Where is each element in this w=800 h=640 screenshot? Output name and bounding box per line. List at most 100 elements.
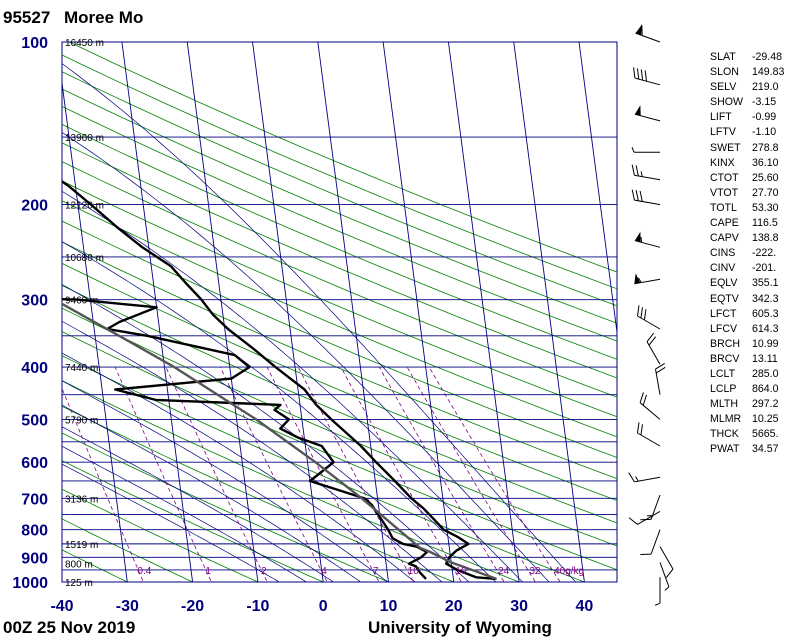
index-value: -201. xyxy=(752,262,777,275)
index-row: KINX 36.10 xyxy=(710,156,794,171)
wind-barb xyxy=(631,164,661,181)
index-row: MLTH 297.2 xyxy=(710,397,794,412)
barb-full xyxy=(631,164,635,176)
index-row: CAPE 116.5 xyxy=(710,216,794,231)
barb-shaft xyxy=(634,199,661,206)
index-key: SHOW xyxy=(710,96,743,109)
barb-full xyxy=(636,68,640,80)
temperature-tick: -20 xyxy=(181,598,204,615)
barb-shaft xyxy=(634,77,661,86)
mixing-ratio-label: 0.4 xyxy=(137,566,151,577)
index-row: CINS -222. xyxy=(710,246,794,261)
mixing-ratio-label: 24 xyxy=(498,566,510,577)
pressure-tick: 300 xyxy=(21,293,48,310)
index-row: PWAT 34.57 xyxy=(710,442,794,457)
height-label: 1519 m xyxy=(65,540,98,551)
index-value: 10.25 xyxy=(752,413,779,426)
dry-adiabat xyxy=(69,42,617,273)
index-row: BRCV 13.11 xyxy=(710,352,794,367)
index-key: LFCV xyxy=(710,322,738,335)
index-key: EQLV xyxy=(710,277,738,290)
isotherms xyxy=(62,42,617,582)
index-row: CAPV 138.8 xyxy=(710,231,794,246)
index-row: VTOT 27.70 xyxy=(710,186,794,201)
barb-flag xyxy=(635,24,642,36)
index-row: LFCV 614.3 xyxy=(710,322,794,337)
wind-barb xyxy=(634,105,661,122)
wind-barb xyxy=(659,546,674,578)
dry-adiabat xyxy=(62,54,617,290)
dry-adiabat xyxy=(62,405,455,582)
index-row: EQLV 355.1 xyxy=(710,276,794,291)
index-value: 53.30 xyxy=(752,201,779,214)
mixing-ratio-line xyxy=(428,366,561,582)
barb-full xyxy=(655,366,666,374)
barb-full xyxy=(641,24,643,36)
mixing-ratio-line xyxy=(62,387,144,582)
isotherm xyxy=(578,42,617,336)
mixing-ratio-label: 10 xyxy=(408,566,420,577)
station-id: 95527 xyxy=(3,8,50,27)
height-label: 16450 m xyxy=(65,38,104,49)
mixing-ratio-line xyxy=(378,366,505,582)
barb-shaft xyxy=(646,341,661,365)
index-key: PWAT xyxy=(710,443,740,456)
wind-barb xyxy=(634,231,661,248)
index-row: LFCT 605.3 xyxy=(710,307,794,322)
wind-barb xyxy=(646,332,661,365)
pressure-tick: 500 xyxy=(21,412,48,429)
temperature-tick: 40 xyxy=(576,598,594,615)
barb-full xyxy=(642,394,647,406)
index-key: SLON xyxy=(710,66,739,79)
barb-full xyxy=(635,190,639,201)
pressure-tick: 700 xyxy=(21,491,48,508)
wind-barb xyxy=(640,494,661,521)
barb-full xyxy=(640,553,652,555)
barb-shaft xyxy=(634,113,661,122)
footer-source: University of Wyoming xyxy=(368,618,552,637)
mixing-ratio-line xyxy=(266,366,380,582)
pressure-tick: 200 xyxy=(21,198,48,215)
index-value: -1.10 xyxy=(752,126,777,139)
wind-barb xyxy=(628,510,661,525)
barb-shaft xyxy=(634,174,661,181)
barb-full xyxy=(639,190,643,202)
isobars xyxy=(62,41,617,583)
sounding-line xyxy=(62,302,497,581)
index-value: 10.99 xyxy=(752,337,779,350)
isotherm xyxy=(513,42,585,582)
index-row: SELV 219.0 xyxy=(710,80,794,95)
dry-adiabat xyxy=(62,105,617,342)
wind-barb xyxy=(659,562,670,591)
index-value: 297.2 xyxy=(752,398,779,411)
index-key: CAPE xyxy=(710,217,739,230)
pressure-tick: 800 xyxy=(21,523,48,540)
barb-half xyxy=(631,147,635,153)
isotherm xyxy=(252,42,324,582)
barb-full xyxy=(665,568,674,578)
height-label: 9460 m xyxy=(65,296,98,307)
moist-adiabat xyxy=(62,131,550,582)
dry-adiabat xyxy=(62,123,617,360)
moist-adiabat xyxy=(62,380,389,582)
index-key: CAPV xyxy=(710,232,739,245)
dry-adiabat xyxy=(62,180,617,418)
barb-half xyxy=(640,171,643,177)
pressure-axis: 100 200 300 400 500 600 700 800 900 1000 xyxy=(12,35,48,592)
wind-barb xyxy=(631,147,660,153)
isotherm xyxy=(382,42,455,582)
height-label: 12120 m xyxy=(65,201,104,212)
barb-shaft xyxy=(650,529,661,555)
index-row: SWET 278.8 xyxy=(710,141,794,156)
index-value: 13.11 xyxy=(752,352,778,365)
height-label: 125 m xyxy=(65,578,93,589)
dry-adiabat xyxy=(62,488,259,582)
index-key: MLMR xyxy=(710,413,742,426)
dry-adiabat xyxy=(62,549,129,582)
dry-adiabat xyxy=(62,71,617,307)
index-key: LCLP xyxy=(710,383,737,396)
wind-barbs xyxy=(628,24,674,606)
index-row: BRCH 10.99 xyxy=(710,337,794,352)
index-value: 138.8 xyxy=(752,232,779,245)
height-label: 5790 m xyxy=(65,415,98,426)
